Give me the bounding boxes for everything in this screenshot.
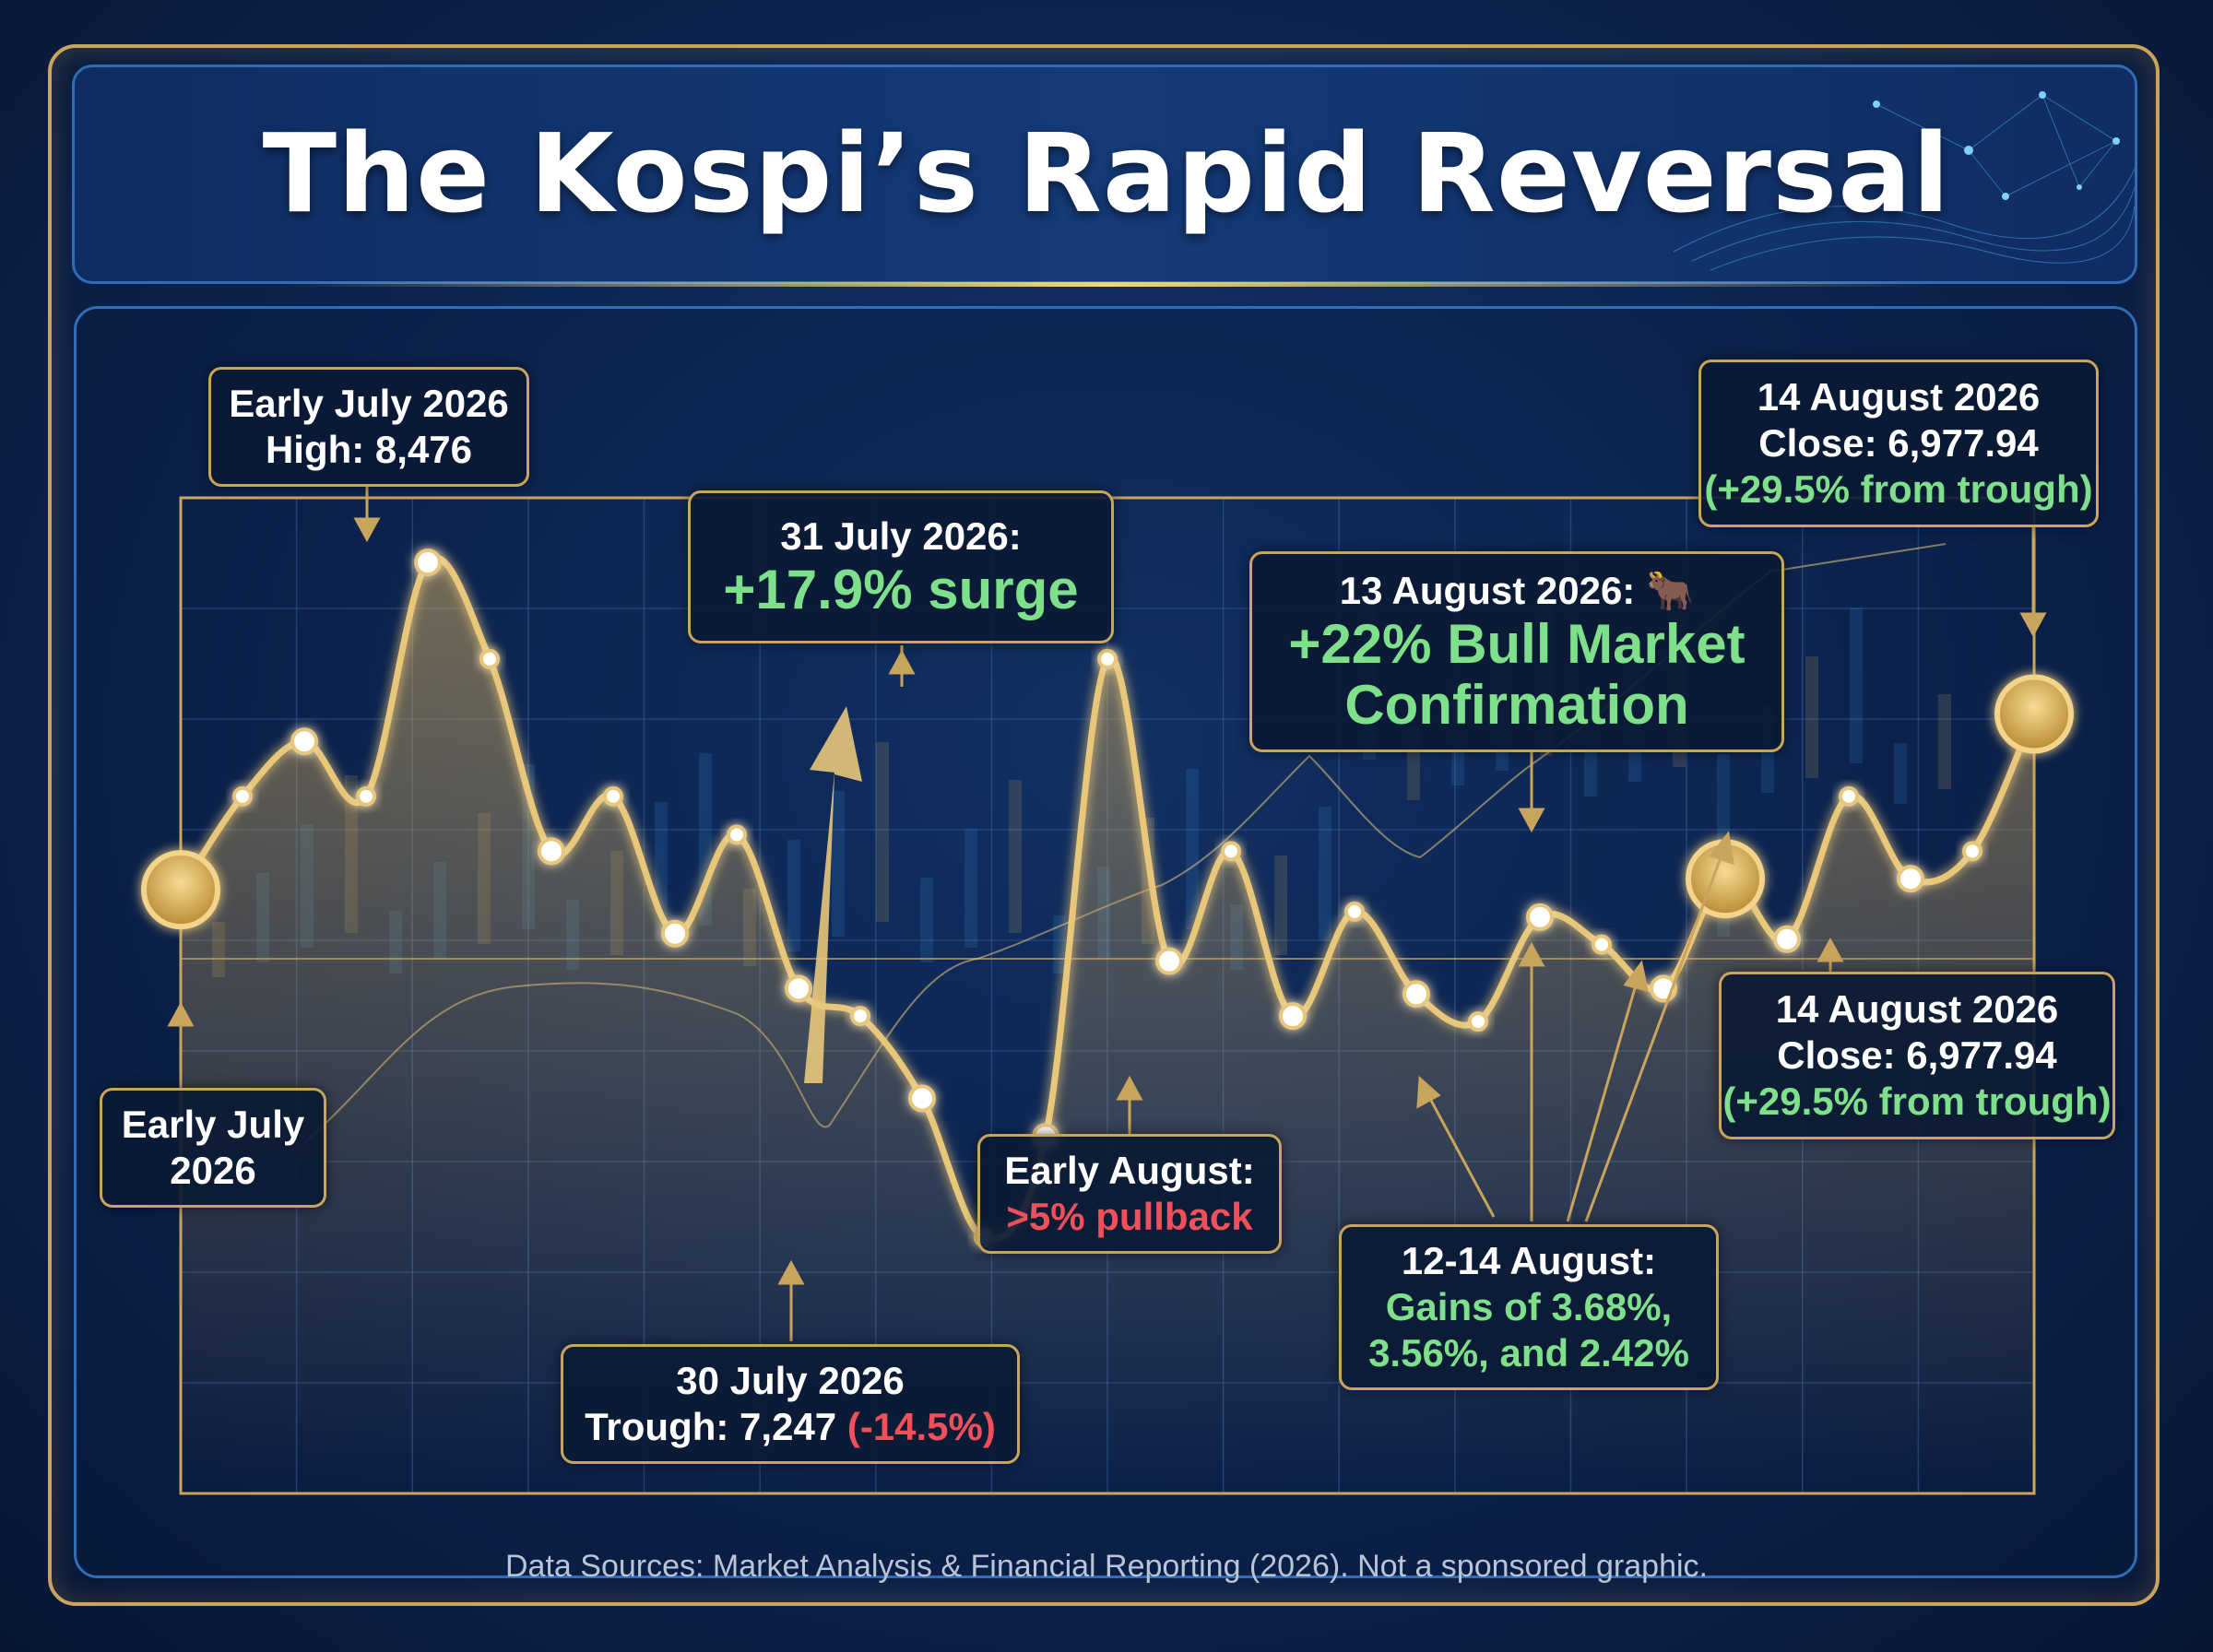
trough-value: Trough: 7,247 (585, 1405, 847, 1448)
background-candle (1186, 769, 1199, 929)
data-point (232, 785, 253, 807)
callout-pullback-line2: >5% pullback (1006, 1195, 1253, 1238)
data-point (1097, 648, 1118, 669)
callout-start-line1: Early July (121, 1103, 305, 1146)
callout-close-top: 14 August 2026 Close: 6,977.94 (+29.5% f… (1698, 360, 2099, 527)
data-point (1221, 841, 1241, 862)
background-candle (1009, 780, 1022, 933)
callout-close-right-line2: Close: 6,977.94 (1777, 1033, 2057, 1077)
callout-bull-line2: +22% Bull Market (1288, 613, 1746, 675)
data-point (1402, 980, 1430, 1009)
page-title: The Kospi’s Rapid Reversal (262, 110, 1951, 237)
data-point (1839, 785, 1859, 807)
callout-gains-line2: Gains of 3.68%, (1385, 1285, 1673, 1328)
callout-surge: 31 July 2026: +17.9% surge (688, 490, 1114, 643)
data-point (1155, 947, 1183, 975)
callout-close-right-line3: (+29.5% from trough) (1722, 1080, 2112, 1123)
callout-trough-line1: 30 July 2026 (676, 1359, 905, 1402)
data-point (1962, 841, 1982, 862)
data-point (727, 824, 747, 845)
data-point (290, 727, 318, 756)
data-point (603, 785, 623, 807)
trough-change: (-14.5%) (846, 1405, 996, 1448)
background-candle (1894, 743, 1907, 804)
callout-high: Early July 2026 High: 8,476 (208, 367, 529, 487)
title-divider (277, 282, 1936, 287)
callout-high-line1: Early July 2026 (229, 382, 509, 425)
network-decoration (1673, 91, 2135, 271)
background-candle (1805, 656, 1818, 778)
callout-bull-line1: 13 August 2026: 🐂 (1340, 568, 1695, 614)
callout-bull-line3: Confirmation (1344, 674, 1689, 736)
callout-surge-line2: +17.9% surge (723, 559, 1079, 620)
data-point (1897, 865, 1924, 893)
background-candle (964, 829, 977, 948)
callout-close-top-line2: Close: 6,977.94 (1758, 421, 2039, 465)
data-point (850, 1006, 870, 1027)
background-candle (1850, 608, 1863, 763)
background-candle (920, 878, 933, 962)
data-point (1526, 903, 1554, 931)
data-point (538, 837, 565, 866)
footer-source-note: Data Sources: Market Analysis & Financia… (505, 1549, 1708, 1584)
data-point (414, 549, 442, 577)
callout-start-line2: 2026 (170, 1149, 256, 1192)
callout-connectors (167, 484, 2047, 1341)
data-point (356, 785, 376, 807)
callout-close-top-line3: (+29.5% from trough) (1704, 467, 2093, 511)
callout-gains-line3: 3.56%, and 2.42% (1368, 1331, 1689, 1375)
background-candle (832, 791, 845, 937)
data-point (1468, 1011, 1488, 1032)
key-data-point (141, 850, 220, 930)
callout-trough: 30 July 2026 Trough: 7,247 (-14.5%) (561, 1344, 1020, 1464)
callout-close-right-line1: 14 August 2026 (1775, 987, 2059, 1031)
bull-icon: 🐂 (1645, 569, 1695, 612)
background-candle (1274, 856, 1287, 955)
data-point (1344, 901, 1365, 922)
surge-arrow (804, 706, 862, 1083)
data-point (1279, 1002, 1307, 1031)
data-point (479, 648, 500, 669)
background-candle (876, 742, 889, 922)
key-data-point (1994, 674, 2074, 754)
outer-frame (48, 44, 2160, 1606)
callout-close-right: 14 August 2026 Close: 6,977.94 (+29.5% f… (1719, 972, 2115, 1139)
data-point (1592, 934, 1612, 955)
callout-high-line2: High: 8,476 (265, 428, 473, 471)
callout-bull: 13 August 2026: 🐂 +22% Bull Market Confi… (1249, 551, 1784, 752)
bull-date: 13 August 2026: (1339, 569, 1636, 612)
callout-gains-line1: 12-14 August: (1401, 1239, 1657, 1282)
background-candle (787, 840, 800, 951)
callout-surge-line1: 31 July 2026: (780, 514, 1022, 558)
callout-trough-line2: Trough: 7,247 (-14.5%) (585, 1404, 996, 1450)
callout-pullback: Early August: >5% pullback (977, 1134, 1282, 1254)
data-point (785, 974, 812, 1003)
callout-close-top-line1: 14 August 2026 (1757, 375, 2041, 419)
callout-gains: 12-14 August: Gains of 3.68%, 3.56%, and… (1339, 1224, 1719, 1390)
background-candle (1319, 807, 1331, 940)
data-point (1773, 925, 1801, 953)
background-candle (1938, 694, 1951, 789)
callout-pullback-line1: Early August: (1004, 1149, 1255, 1192)
callout-start: Early July 2026 (100, 1088, 326, 1208)
data-point (661, 919, 689, 948)
data-point (908, 1084, 936, 1113)
